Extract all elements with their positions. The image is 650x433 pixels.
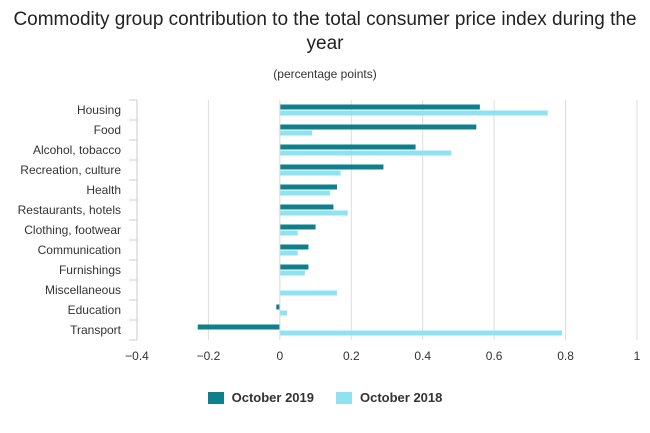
bar-2019 bbox=[279, 144, 416, 150]
category-label: Furnishings bbox=[59, 263, 121, 277]
x-tick-label: 0.8 bbox=[557, 349, 574, 363]
bar-2019 bbox=[279, 244, 309, 250]
bar-2019 bbox=[276, 304, 280, 310]
x-tick-label: 1 bbox=[634, 349, 641, 363]
bar-2018 bbox=[279, 210, 348, 216]
bar-2018 bbox=[279, 310, 287, 316]
bar-2018 bbox=[279, 250, 298, 256]
chart-subtitle: (percentage points) bbox=[273, 67, 377, 81]
category-label: Housing bbox=[77, 103, 121, 117]
category-label: Alcohol, tobacco bbox=[33, 143, 121, 157]
x-tick-label: −0.2 bbox=[197, 349, 221, 363]
category-label: Transport bbox=[70, 323, 122, 337]
x-tick-label: 0.4 bbox=[414, 349, 431, 363]
legend-swatch-2018 bbox=[336, 391, 352, 404]
bar-2018 bbox=[279, 270, 305, 276]
bar-2018 bbox=[279, 170, 341, 176]
bar-2019 bbox=[279, 204, 334, 210]
bar-2018 bbox=[279, 330, 562, 336]
bar-2019 bbox=[279, 264, 309, 270]
bar-2019 bbox=[279, 124, 477, 130]
legend-label-2018: October 2018 bbox=[360, 390, 443, 405]
category-label: Communication bbox=[38, 243, 121, 257]
bar-2018 bbox=[279, 110, 548, 116]
bar-2018 bbox=[279, 230, 298, 236]
bar-2019 bbox=[197, 324, 280, 330]
category-label: Restaurants, hotels bbox=[18, 203, 121, 217]
category-label: Education bbox=[68, 303, 121, 317]
bar-2019 bbox=[279, 104, 480, 110]
bar-2018 bbox=[279, 150, 452, 156]
legend-item-2019[interactable]: October 2019 bbox=[207, 390, 314, 405]
bar-2018 bbox=[279, 190, 330, 196]
category-label: Recreation, culture bbox=[20, 163, 121, 177]
category-label: Clothing, footwear bbox=[24, 223, 121, 237]
legend-label-2019: October 2019 bbox=[231, 390, 314, 405]
x-tick-label: 0 bbox=[277, 349, 284, 363]
bar-2018 bbox=[279, 290, 337, 296]
x-tick-label: 0.2 bbox=[343, 349, 360, 363]
category-label: Food bbox=[94, 123, 121, 137]
category-label: Miscellaneous bbox=[45, 283, 121, 297]
bar-2018 bbox=[279, 130, 312, 136]
chart-legend: October 2019 October 2018 bbox=[0, 390, 650, 405]
bar-2019 bbox=[279, 184, 337, 190]
x-tick-label: 0.6 bbox=[486, 349, 503, 363]
chart-title: Commodity group contribution to the tota… bbox=[13, 9, 637, 54]
bar-2019 bbox=[279, 164, 384, 170]
legend-item-2018[interactable]: October 2018 bbox=[336, 390, 442, 405]
category-label: Health bbox=[86, 183, 121, 197]
bar-2019 bbox=[279, 224, 316, 230]
legend-swatch-2019 bbox=[207, 391, 224, 404]
x-tick-label: −0.4 bbox=[125, 349, 149, 363]
